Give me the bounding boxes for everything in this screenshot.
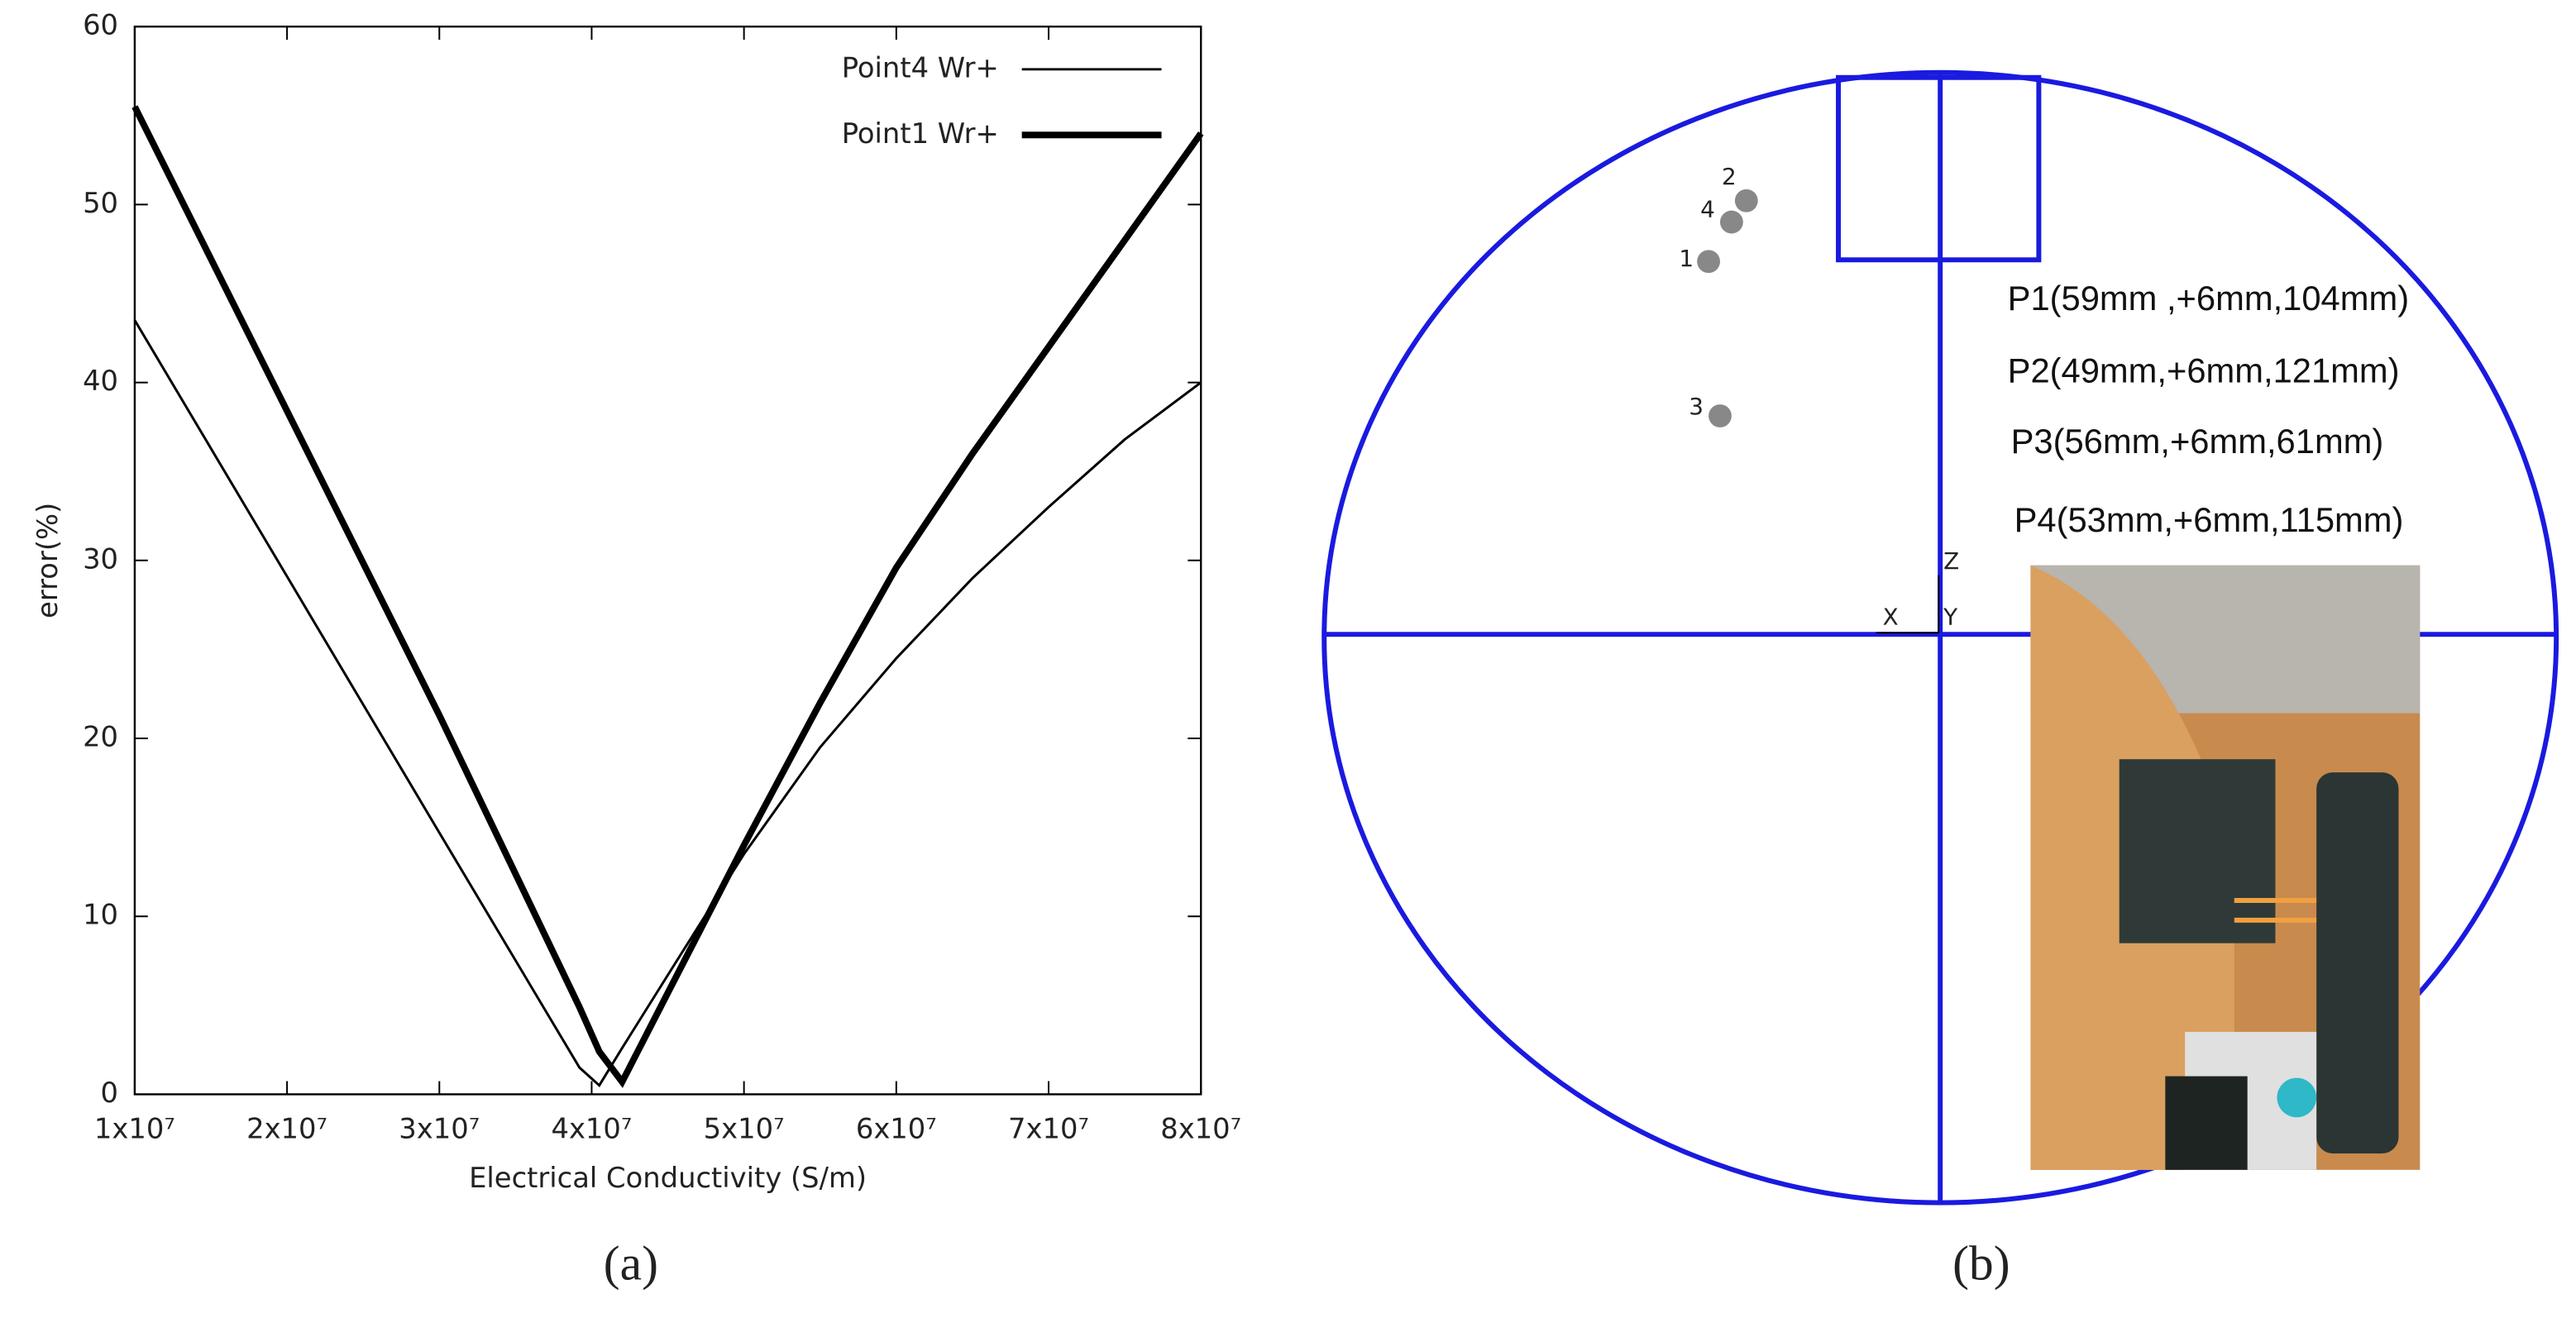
x-tick-label: 4x10⁷ <box>551 1113 632 1145</box>
point <box>1719 210 1743 234</box>
point <box>1734 189 1758 213</box>
axis-name: Y <box>1943 603 1958 630</box>
point-label: 2 <box>1722 163 1737 190</box>
panel-b: 1 2 3 4 P1(59mm ,+6mm,104mm) P2(49mm,+6m… <box>1321 69 2559 1206</box>
photo-bracket <box>2316 772 2399 1153</box>
coordinate: P3(56mm,+6mm,61mm) <box>2011 422 2384 461</box>
coordinate: P2(49mm,+6mm,121mm) <box>2008 351 2400 389</box>
line <box>133 319 1202 1087</box>
x-tick-label: 8x10⁷ <box>1160 1113 1241 1145</box>
coordinate: P4(53mm,+6mm,115mm) <box>2014 500 2404 539</box>
photo <box>2030 565 2421 1170</box>
point <box>1709 404 1732 427</box>
axis-name: Z <box>1943 547 1959 575</box>
point-label: 1 <box>1679 245 1694 272</box>
point-label: 4 <box>1700 196 1715 223</box>
photo-probe <box>2119 759 2276 943</box>
x-tick-label: 7x10⁷ <box>1008 1113 1089 1145</box>
x-axis-label: Electrical Conductivity (S/m) <box>469 1162 867 1194</box>
y-axis-label: error(%) <box>31 503 64 618</box>
x-tick-label: 5x10⁷ <box>704 1113 785 1145</box>
x-tick-label: 2x10⁷ <box>246 1113 327 1145</box>
x-tick-label: 1x10⁷ <box>94 1113 175 1145</box>
photo-cap <box>2277 1077 2317 1118</box>
point-label: 3 <box>1689 393 1704 420</box>
y-tick-label: 40 <box>83 365 118 397</box>
sensor-box <box>1836 74 2042 263</box>
axis-name: X <box>1883 603 1899 630</box>
x-tick-label: 6x10⁷ <box>856 1113 937 1145</box>
x-tick-label: 3x10⁷ <box>399 1113 480 1145</box>
caption: (a) <box>604 1236 658 1291</box>
y-tick-label: 10 <box>83 899 118 931</box>
y-tick-label: 50 <box>83 187 118 219</box>
legend-label: Point1 Wr+ <box>842 117 999 150</box>
legend-label: Point4 Wr+ <box>842 51 999 84</box>
y-tick-label: 20 <box>83 721 118 753</box>
photo-base <box>2165 1076 2248 1170</box>
y-tick-label: 60 <box>83 9 118 41</box>
line <box>131 105 1204 1088</box>
coordinate: P1(59mm ,+6mm,104mm) <box>2008 279 2409 318</box>
y-tick-label: 30 <box>83 542 118 575</box>
plot-frame <box>133 25 1202 1096</box>
caption: (b) <box>1952 1236 2010 1291</box>
point <box>1697 250 1720 274</box>
y-tick-label: 0 <box>101 1077 118 1109</box>
